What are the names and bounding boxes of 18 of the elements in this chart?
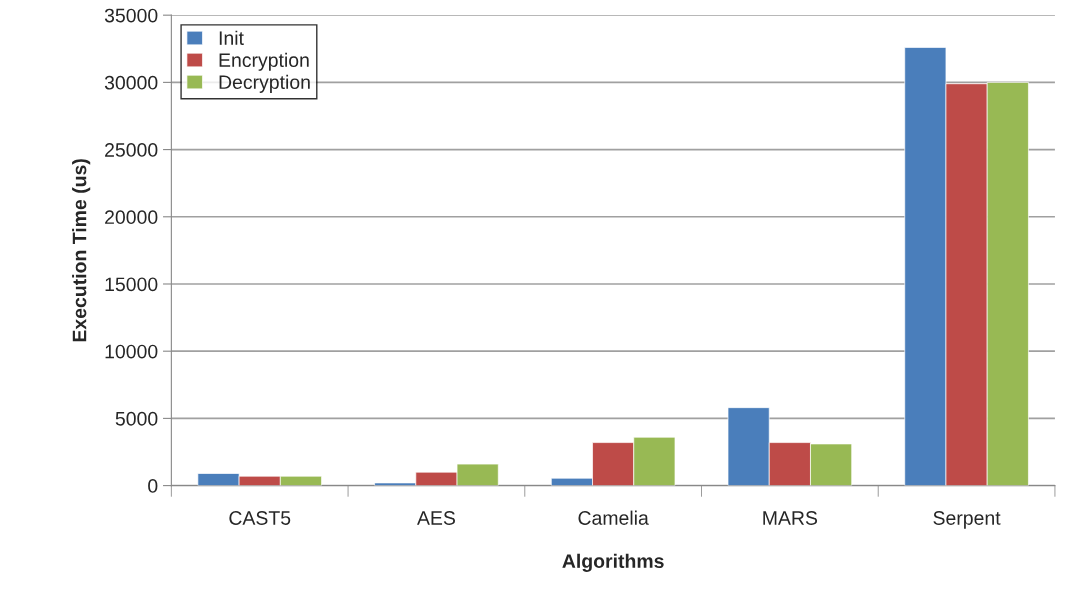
x-tick-label: CAST5 (229, 511, 291, 525)
legend-label: Encryption (219, 52, 309, 71)
y-tick-label: 5000 (115, 411, 158, 426)
x-axis-title: Algorithms (562, 553, 664, 572)
legend-label: Init (219, 30, 244, 45)
y-tick-label: 35000 (104, 8, 158, 23)
y-tick-label: 10000 (105, 344, 158, 359)
x-tick-label: Serpent (933, 511, 1001, 529)
y-tick-label: 30000 (104, 75, 158, 90)
y-tick-label: 20000 (105, 210, 158, 225)
x-tick-label: AES (417, 511, 455, 525)
x-tick-label: MARS (763, 511, 818, 525)
x-tick-label: Camelia (578, 510, 649, 525)
y-axis-title: Execution Time (us) (72, 159, 91, 342)
legend-label: Decryption (219, 74, 310, 93)
y-tick-label: 15000 (105, 277, 158, 292)
y-tick-label: 0 (148, 479, 158, 493)
y-tick-label: 25000 (105, 143, 158, 157)
